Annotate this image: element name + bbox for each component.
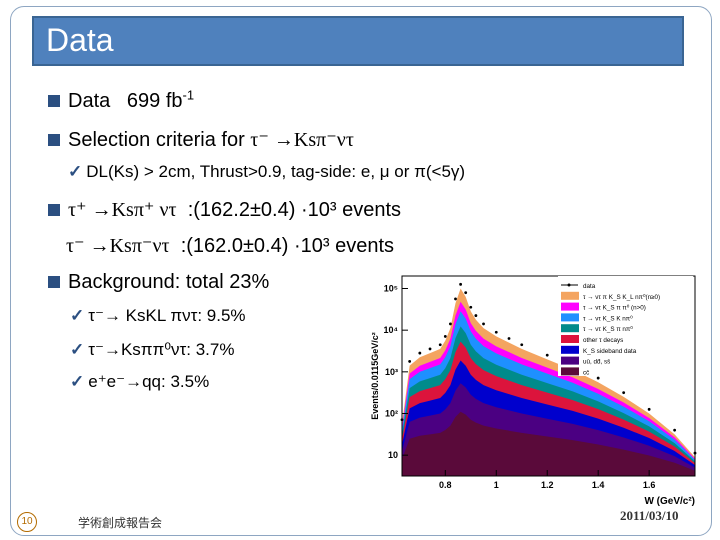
data-point: [494, 330, 498, 334]
footer-date: 2011/03/10: [620, 508, 679, 523]
legend-label: data: [583, 283, 596, 290]
data-label: Data: [68, 90, 111, 112]
legend-label: τ → ντ K_S π π⁰ (n>0): [583, 305, 646, 312]
bg1-text: τ⁻→ KsKL πντ: 9.5%: [88, 306, 246, 325]
data-point: [520, 343, 524, 347]
tau-plus-decay: τ⁺ →Ksπ⁺ ντ: [68, 199, 177, 221]
y-tick-label: 10²: [385, 409, 398, 419]
y-axis-label: Events/0.0115GeV/c²: [370, 332, 380, 420]
data-point: [464, 291, 468, 295]
stack-area-8: [402, 411, 695, 476]
data-value: 699 fb: [126, 90, 183, 112]
data-point: [469, 305, 473, 309]
legend-swatch: [561, 302, 579, 311]
x-axis-label: W (GeV/c²): [644, 496, 695, 507]
data-point: [647, 407, 651, 411]
legend-label: cc̄: [583, 369, 589, 376]
bullet-criteria: ✓ DL(Ks) > 2cm, Thrust>0.9, tag-side: e, …: [68, 162, 465, 182]
legend-label: τ → ντ K_S K nπ⁰: [583, 315, 633, 322]
data-point: [474, 314, 478, 317]
axis-ticks: 0.8 1 1.2 1.4 1.6 10 10² 10³ 10⁴ 10⁵: [384, 284, 656, 491]
bg3-text: e⁺e⁻→qq: 3.5%: [88, 372, 210, 391]
data-point: [507, 337, 511, 340]
data-point: [596, 376, 600, 380]
data-point: [482, 322, 485, 326]
tau-minus-decay: τ⁻ →Ksπ⁻ντ: [66, 235, 170, 257]
y-tick-label: 10⁴: [384, 325, 398, 335]
tau-minus-count: :(162.0±0.4) ·10³ events: [180, 235, 394, 257]
title-bar: Data: [32, 16, 684, 66]
y-tick-label: 10: [388, 450, 398, 460]
legend-swatch: [561, 324, 579, 333]
legend-swatch: [561, 313, 579, 322]
x-tick-label: 1.4: [592, 480, 605, 490]
criteria-text: DL(Ks) > 2cm, Thrust>0.9, tag-side: e, μ…: [86, 162, 466, 181]
bullet-square-icon: [48, 204, 60, 216]
slide-title: Data: [46, 22, 114, 58]
bullet-tau-plus: τ⁺ →Ksπ⁺ ντ :(162.2±0.4) ·10³ events: [48, 197, 401, 222]
legend-label: K_S sideband data: [583, 348, 637, 355]
data-point: [443, 335, 447, 338]
data-sup: -1: [182, 87, 195, 103]
data-point: [449, 322, 452, 326]
check-icon: ✓: [70, 372, 85, 391]
plot-legend: data τ → ντ π K_S K_L nπ⁰(n≥0) τ → ντ K_S …: [558, 276, 693, 376]
bullet-square-icon: [48, 276, 60, 288]
x-tick-label: 1.2: [541, 480, 554, 490]
data-point: [545, 353, 549, 357]
data-point: [428, 347, 432, 351]
background-text: Background: total 23%: [68, 271, 270, 293]
bullet-bg3: ✓ e⁺e⁻→qq: 3.5%: [70, 372, 209, 392]
bullet-square-icon: [48, 95, 60, 107]
x-tick-label: 1.6: [643, 480, 656, 490]
legend-box: [558, 276, 693, 376]
page-number: 10: [17, 512, 37, 532]
check-icon: ✓: [70, 340, 85, 359]
x-tick-label: 0.8: [439, 480, 452, 490]
bullet-bg2: ✓ τ⁻→Ksππ⁰ντ: 3.7%: [70, 340, 234, 360]
bullet-data: Data 699 fb-1: [48, 87, 195, 113]
legend-label: τ → ντ π K_S K_L nπ⁰(n≥0): [583, 294, 660, 301]
mass-spectrum-plot: 0.8 1 1.2 1.4 1.6 10 10² 10³ 10⁴ 10⁵ data τ → ντ π…: [350, 268, 705, 510]
bullet-selection: Selection criteria for τ⁻ →Ksπ⁻ντ: [48, 127, 354, 152]
selection-text: Selection criteria for: [68, 129, 251, 151]
data-point: [418, 351, 422, 355]
data-point: [622, 391, 626, 395]
legend-swatch: [561, 345, 579, 354]
legend-swatch: [561, 291, 579, 300]
data-point: [673, 428, 677, 432]
legend-label: τ → ντ K_S π nπ⁰: [583, 326, 633, 333]
x-tick-label: 1: [494, 480, 499, 490]
selection-decay: τ⁻ →Ksπ⁻ντ: [250, 129, 354, 151]
legend-swatch: [561, 367, 579, 376]
check-icon: ✓: [70, 306, 85, 325]
data-point: [438, 343, 442, 347]
bullet-background: Background: total 23%: [48, 271, 269, 294]
legend-label: other τ decays: [583, 337, 623, 344]
tau-plus-count: :(162.2±0.4) ·10³ events: [187, 199, 401, 221]
check-icon: ✓: [68, 162, 83, 181]
bullet-bg1: ✓ τ⁻→ KsKL πντ: 9.5%: [70, 306, 246, 326]
data-point: [408, 360, 412, 363]
legend-label: uū, dd̄, ss̄: [583, 359, 610, 366]
y-tick-label: 10³: [385, 367, 398, 377]
data-point: [459, 282, 462, 286]
plot-frame: [401, 275, 696, 477]
legend-swatch-point: [567, 283, 571, 287]
stacked-histogram: [400, 282, 697, 476]
bullet-square-icon: [48, 134, 60, 146]
data-point: [454, 297, 457, 301]
line-tau-minus: τ⁻ →Ksπ⁻ντ :(162.0±0.4) ·10³ events: [66, 233, 394, 258]
y-tick-label: 10⁵: [384, 284, 398, 294]
plot-border: [401, 275, 696, 477]
legend-swatch: [561, 356, 579, 365]
footer-org: 学術創成報告会: [78, 516, 163, 530]
legend-swatch: [561, 335, 579, 343]
bg2-text: τ⁻→Ksππ⁰ντ: 3.7%: [88, 340, 235, 359]
